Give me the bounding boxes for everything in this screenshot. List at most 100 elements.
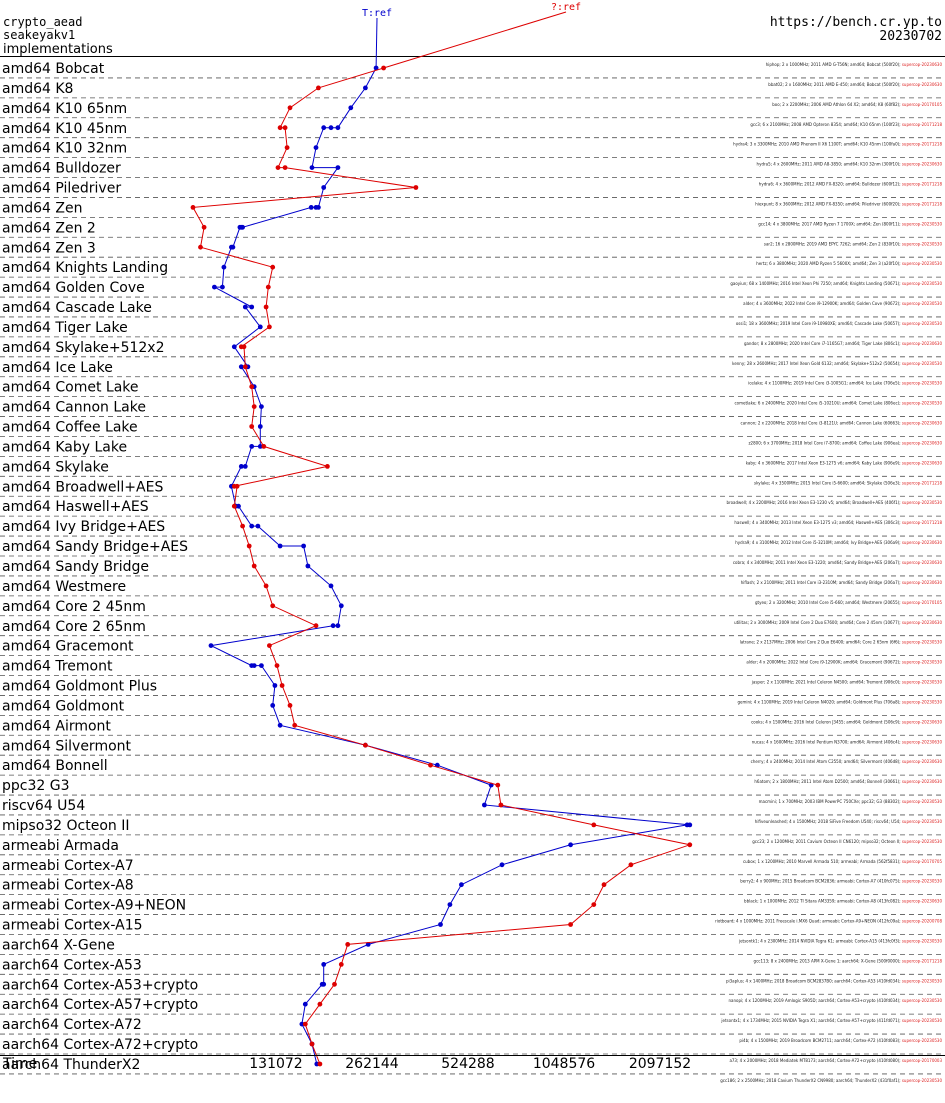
data-point xyxy=(499,862,505,868)
category-label: armeabi Cortex-A8 xyxy=(2,878,134,894)
machine-note: h6atom; 2 x 1800MHz; 2011 Intel Atom D25… xyxy=(754,779,942,784)
data-point xyxy=(275,165,281,171)
data-point xyxy=(363,85,368,91)
data-point xyxy=(270,264,276,270)
data-point xyxy=(330,623,336,629)
category-label: amd64 Comet Lake xyxy=(2,380,139,396)
data-point xyxy=(332,981,337,987)
data-point xyxy=(190,205,196,210)
data-point xyxy=(373,65,379,71)
header-implementations: implementations xyxy=(3,42,113,57)
data-point xyxy=(212,284,217,290)
category-label: amd64 Skylake+512x2 xyxy=(2,340,164,356)
data-point xyxy=(335,125,341,131)
machine-note: broadwell; 4 x 2200MHz; 2016 Intel Xeon … xyxy=(727,500,943,505)
machine-note: jasper; 2 x 1100MHz; 2021 Intel Celeron … xyxy=(751,680,943,685)
x-tick-label: 131072 xyxy=(249,1056,302,1072)
data-point xyxy=(317,1001,323,1007)
category-label: amd64 Zen xyxy=(2,200,82,216)
data-point xyxy=(325,464,330,469)
machine-note: gcc3; 6 x 2100MHz; 2008 AMD Opteron 8354… xyxy=(750,122,942,127)
machine-note: kenny; 28 x 2600MHz; 2017 Intel Xeon Gol… xyxy=(732,361,942,366)
data-point xyxy=(238,364,244,370)
category-label: amd64 Bulldozer xyxy=(2,161,121,177)
data-point xyxy=(251,663,257,668)
machine-note: hifiveunleashed; 4 x 1500MHz; 2018 SiFiv… xyxy=(755,819,943,824)
machine-note: boo; 2 x 2200MHz; 2006 AMD Athlon 64 X2;… xyxy=(772,102,942,107)
machine-note: cannon; 2 x 2200MHz; 2018 Intel Core i3-… xyxy=(741,421,943,426)
data-point xyxy=(302,1001,308,1007)
machine-note: riotboard; 4 x 1000MHz; 2011 Freescale i… xyxy=(715,919,942,924)
x-tick-label: 2097152 xyxy=(629,1056,691,1072)
category-label: amd64 K10 65nm xyxy=(2,101,127,117)
machine-note: gcc186; 2 x 2500MHz; 2018 Cavium Thunder… xyxy=(720,1078,942,1083)
category-label: amd64 Westmere xyxy=(2,579,126,595)
category-label: aarch64 Cortex-A57+crypto xyxy=(2,997,198,1013)
category-label: aarch64 Cortex-A53+crypto xyxy=(2,977,198,993)
machine-note: gandor; 8 x 2800MHz; 2020 Intel Core i7-… xyxy=(744,341,943,346)
machine-note: nanopi; 4 x 1200MHz; 2019 Amlogic S905D;… xyxy=(729,998,943,1003)
data-point xyxy=(301,543,306,549)
category-label: amd64 Bobcat xyxy=(2,61,105,77)
series-leader xyxy=(375,17,378,68)
data-point xyxy=(498,802,504,808)
data-point xyxy=(249,304,255,310)
data-point xyxy=(208,643,214,648)
data-point xyxy=(220,284,225,290)
data-point xyxy=(257,324,263,330)
data-point xyxy=(313,205,319,210)
data-point xyxy=(335,623,341,629)
data-point xyxy=(270,603,276,609)
category-label: amd64 Goldmont Plus xyxy=(2,679,157,695)
data-point xyxy=(249,444,255,449)
data-point xyxy=(263,304,269,310)
data-point xyxy=(328,125,334,131)
data-point xyxy=(231,344,237,350)
data-point xyxy=(198,244,203,250)
data-point xyxy=(568,922,573,927)
data-point xyxy=(591,822,597,828)
data-point xyxy=(313,145,319,151)
data-point xyxy=(236,503,241,509)
category-label: amd64 Core 2 65nm xyxy=(2,619,146,635)
data-point xyxy=(365,942,371,947)
data-point xyxy=(495,782,501,788)
machine-note: gcc113; 8 x 2400MHz; 2013 APM X-Gene 1; … xyxy=(754,958,943,963)
data-point xyxy=(309,1041,315,1047)
data-point xyxy=(284,145,290,151)
machine-note: hydra9; 4 x 3100MHz; 2012 Intel Core i5-… xyxy=(735,540,942,545)
category-label: amd64 Zen 3 xyxy=(2,240,96,256)
data-point xyxy=(277,125,283,131)
machine-note: hydra4; 3 x 3300MHz; 2010 AMD Phenom II … xyxy=(733,142,942,147)
machine-note: pi4b; 4 x 1500MHz; 2019 Broadcom BCM2711… xyxy=(739,1038,942,1043)
x-tick-label: 1048576 xyxy=(533,1056,595,1072)
machine-note: gcc23; 2 x 1200MHz; 2011 Cavium Octeon I… xyxy=(752,839,942,844)
data-point xyxy=(309,165,315,171)
data-point xyxy=(338,603,344,609)
category-label: amd64 Ivy Bridge+AES xyxy=(2,519,165,535)
data-point xyxy=(428,762,433,768)
data-point xyxy=(277,543,283,549)
machine-note: hiflash; 2 x 2100MHz; 2011 Intel Core i3… xyxy=(741,580,943,585)
category-label: amd64 Knights Landing xyxy=(2,260,168,276)
machine-note: utilitas; 2 x 3000MHz; 2009 Intel Core 2… xyxy=(734,620,942,625)
machine-note: kaby; 4 x 3600MHz; 2017 Intel Xeon E3-12… xyxy=(746,460,943,465)
data-point xyxy=(229,244,234,250)
data-point xyxy=(267,643,272,648)
category-label: aarch64 Cortex-A72+crypto xyxy=(2,1037,198,1053)
data-point xyxy=(302,1021,308,1027)
data-point xyxy=(287,703,293,708)
machine-note: cubox; 1 x 1200MHz; 2010 Marvell Armada … xyxy=(743,859,943,864)
category-label: amd64 Gracemont xyxy=(2,639,134,655)
data-point xyxy=(438,922,443,927)
machine-note: nucas; 4 x 1600MHz; 2016 Intel Pentium N… xyxy=(752,739,943,744)
category-label: mipso32 Octeon II xyxy=(2,818,130,834)
category-label: amd64 Goldmont xyxy=(2,698,125,714)
machine-note: hydra6; 4 x 3600MHz; 2012 AMD FX-8320; a… xyxy=(759,182,943,187)
data-point xyxy=(601,882,607,888)
data-point xyxy=(287,105,293,111)
data-point xyxy=(221,264,227,270)
data-point xyxy=(241,344,247,350)
category-label: aarch64 ThunderX2 xyxy=(2,1057,140,1073)
